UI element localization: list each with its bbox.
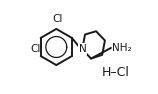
Text: Cl: Cl: [30, 44, 41, 54]
Text: Cl: Cl: [52, 14, 63, 24]
Text: N: N: [79, 44, 87, 54]
Text: H–Cl: H–Cl: [102, 66, 130, 79]
Text: NH₂: NH₂: [112, 43, 131, 53]
